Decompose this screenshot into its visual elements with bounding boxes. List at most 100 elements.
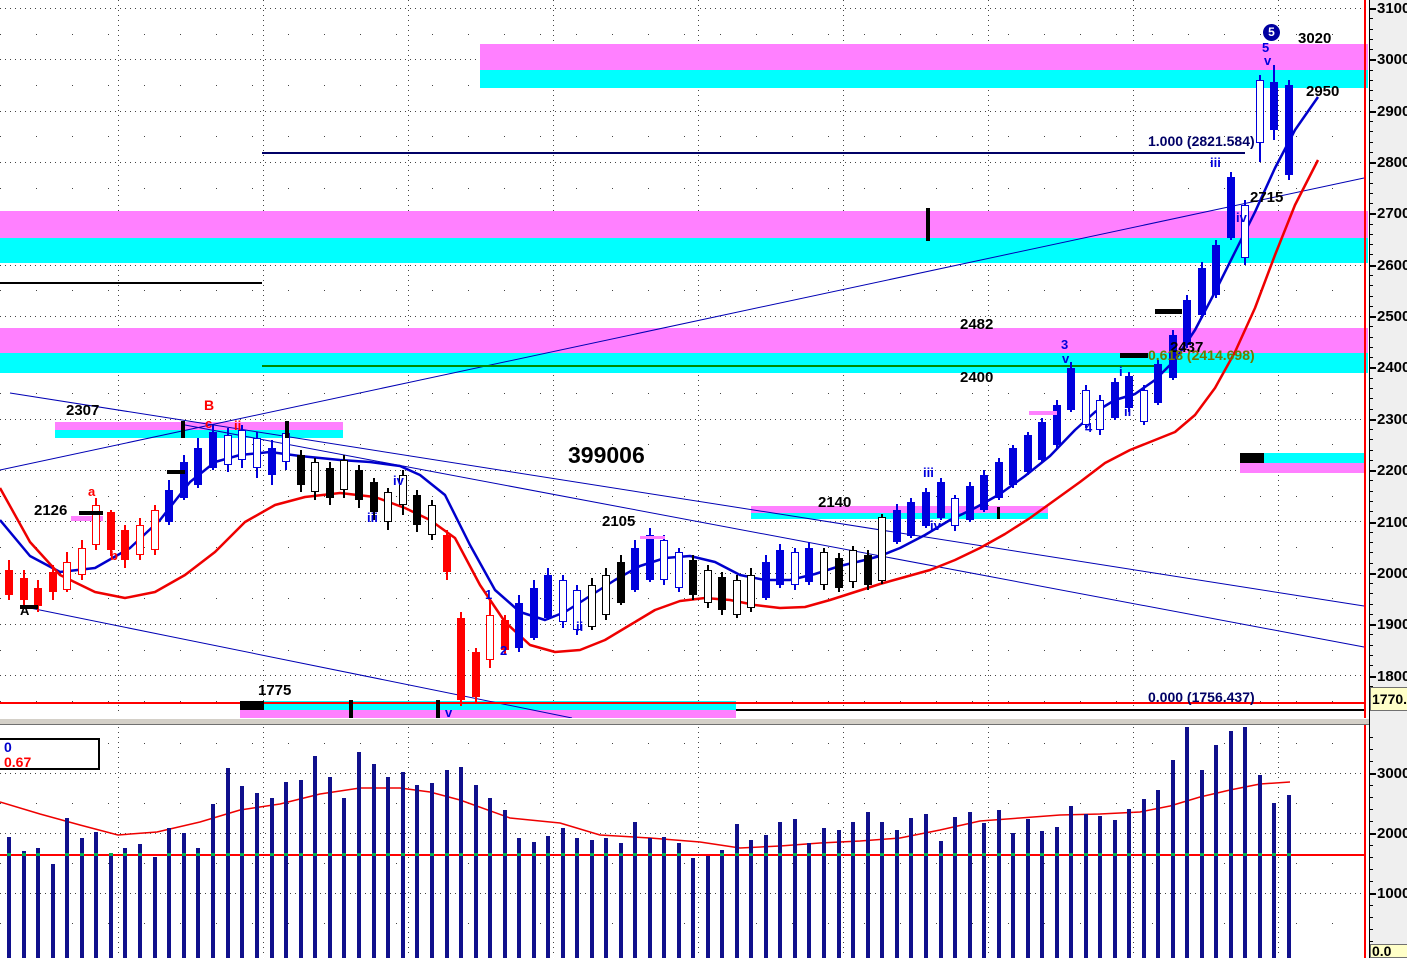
volume-line-dot [590, 853, 594, 856]
volume-line-dot [1084, 853, 1088, 856]
volume-line-dot [1113, 853, 1117, 856]
wave-label-iii-1: iii [367, 510, 378, 525]
axis-tick-major [1370, 367, 1376, 370]
volume-bar [7, 837, 11, 958]
axis-tick-minor [1370, 593, 1373, 595]
volume-bar [968, 812, 972, 958]
axis-tick-minor [1370, 749, 1373, 750]
axis-tick-minor [1370, 644, 1373, 646]
volume-bar [851, 822, 855, 958]
volume-bar [778, 822, 782, 958]
wave-label-v-3: v [1264, 53, 1272, 68]
axis-tick-minor [1370, 470, 1373, 472]
volume-bar [909, 818, 913, 958]
axis-tick-minor [1370, 881, 1373, 882]
price-label-2105: 2105 [602, 513, 636, 530]
candle [1256, 79, 1264, 144]
volume-bar [386, 777, 390, 958]
volume-line-dot [1011, 853, 1015, 856]
price-label-2400: 2400 [960, 369, 994, 386]
candle [209, 432, 217, 469]
candle [1140, 390, 1148, 422]
volume-bar [196, 848, 200, 958]
wave-label-c: c [205, 416, 213, 431]
volume-bar [1200, 770, 1204, 958]
volume-line-dot [851, 853, 855, 856]
axis-tick-minor [1370, 613, 1373, 615]
candle [893, 510, 901, 542]
volume-line-dot [1156, 853, 1160, 856]
axis-tick-minor [1370, 490, 1373, 492]
volume-bar [1156, 789, 1160, 958]
volume-line-dot [415, 853, 419, 856]
candle [180, 461, 188, 498]
support-resistance-band [480, 44, 1368, 70]
chart-mark [285, 421, 289, 438]
volume-line-dot [822, 853, 826, 856]
grid-col [1133, 727, 1134, 955]
volume-line-dot [1185, 853, 1189, 856]
volume-line-dot [182, 853, 186, 856]
candle [121, 529, 129, 560]
axis-label: 2900 [1377, 102, 1407, 120]
grid-row-minor [0, 650, 1364, 651]
volume-line-dot [196, 853, 200, 856]
volume-bar [167, 828, 171, 958]
volume-line-dot [1229, 853, 1233, 856]
volume-line-dot [357, 853, 361, 856]
volume-line-dot [445, 853, 449, 856]
price-axis[interactable]: 3100 3000 2900 2800 2700 2600 2500 2400 2300 2200… [1369, 0, 1407, 958]
volume-bar [153, 857, 157, 958]
candle [340, 459, 348, 491]
candle [1096, 399, 1104, 431]
volume-line-dot [284, 853, 288, 856]
volume-line-dot [1098, 853, 1102, 856]
current-volume-value: 0.0 [1372, 944, 1392, 958]
axis-tick-minor [1370, 449, 1373, 451]
volume-bar [633, 822, 637, 958]
volume-line-dot [1214, 853, 1218, 856]
axis-tick-minor [1370, 172, 1373, 174]
volume-line-dot [313, 853, 317, 856]
axis-tick-minor [1370, 357, 1373, 359]
axis-tick-minor [1370, 59, 1373, 61]
volume-line-dot [837, 853, 841, 856]
volume-bar [1229, 731, 1233, 958]
price-label-2140: 2140 [818, 494, 852, 511]
axis-tick-minor [1370, 521, 1373, 523]
axis-tick-minor [1370, 685, 1373, 687]
volume-bar [1055, 827, 1059, 958]
axis-label: 1900 [1377, 616, 1407, 634]
wave-label-B: B [204, 397, 215, 413]
wave-label-4: 4 [1085, 420, 1093, 435]
grid-row-major [0, 162, 1364, 163]
panel-divider[interactable] [0, 718, 1407, 725]
wave-label-ii-red: ii [234, 418, 242, 433]
support-resistance-band [55, 430, 343, 438]
volume-line-dot [807, 853, 811, 856]
volume-bar [51, 864, 55, 958]
volume-bar [138, 843, 142, 958]
axis-tick-minor [1370, 162, 1373, 164]
candle [238, 430, 246, 460]
volume-line-dot [561, 853, 565, 856]
volume-bar [313, 756, 317, 958]
volume-bar [1287, 795, 1291, 958]
candle [20, 577, 28, 601]
candle [472, 651, 480, 698]
support-resistance-band [240, 701, 736, 710]
volume-bar [895, 830, 899, 958]
instrument-code: 399006 [568, 442, 645, 468]
volume-line-dot [633, 853, 637, 856]
volume-line-dot [36, 853, 40, 856]
volume-line-dot [474, 853, 478, 856]
volume-bar [822, 828, 826, 958]
axis-tick-major [1370, 773, 1376, 775]
axis-tick-minor [1370, 264, 1373, 266]
wave-label-iv-2: iv [930, 518, 941, 533]
candle [1212, 245, 1220, 296]
axis-tick-minor [1370, 151, 1373, 153]
volume-line-dot [517, 853, 521, 856]
candle [49, 571, 57, 592]
axis-tick-minor [1370, 603, 1373, 605]
